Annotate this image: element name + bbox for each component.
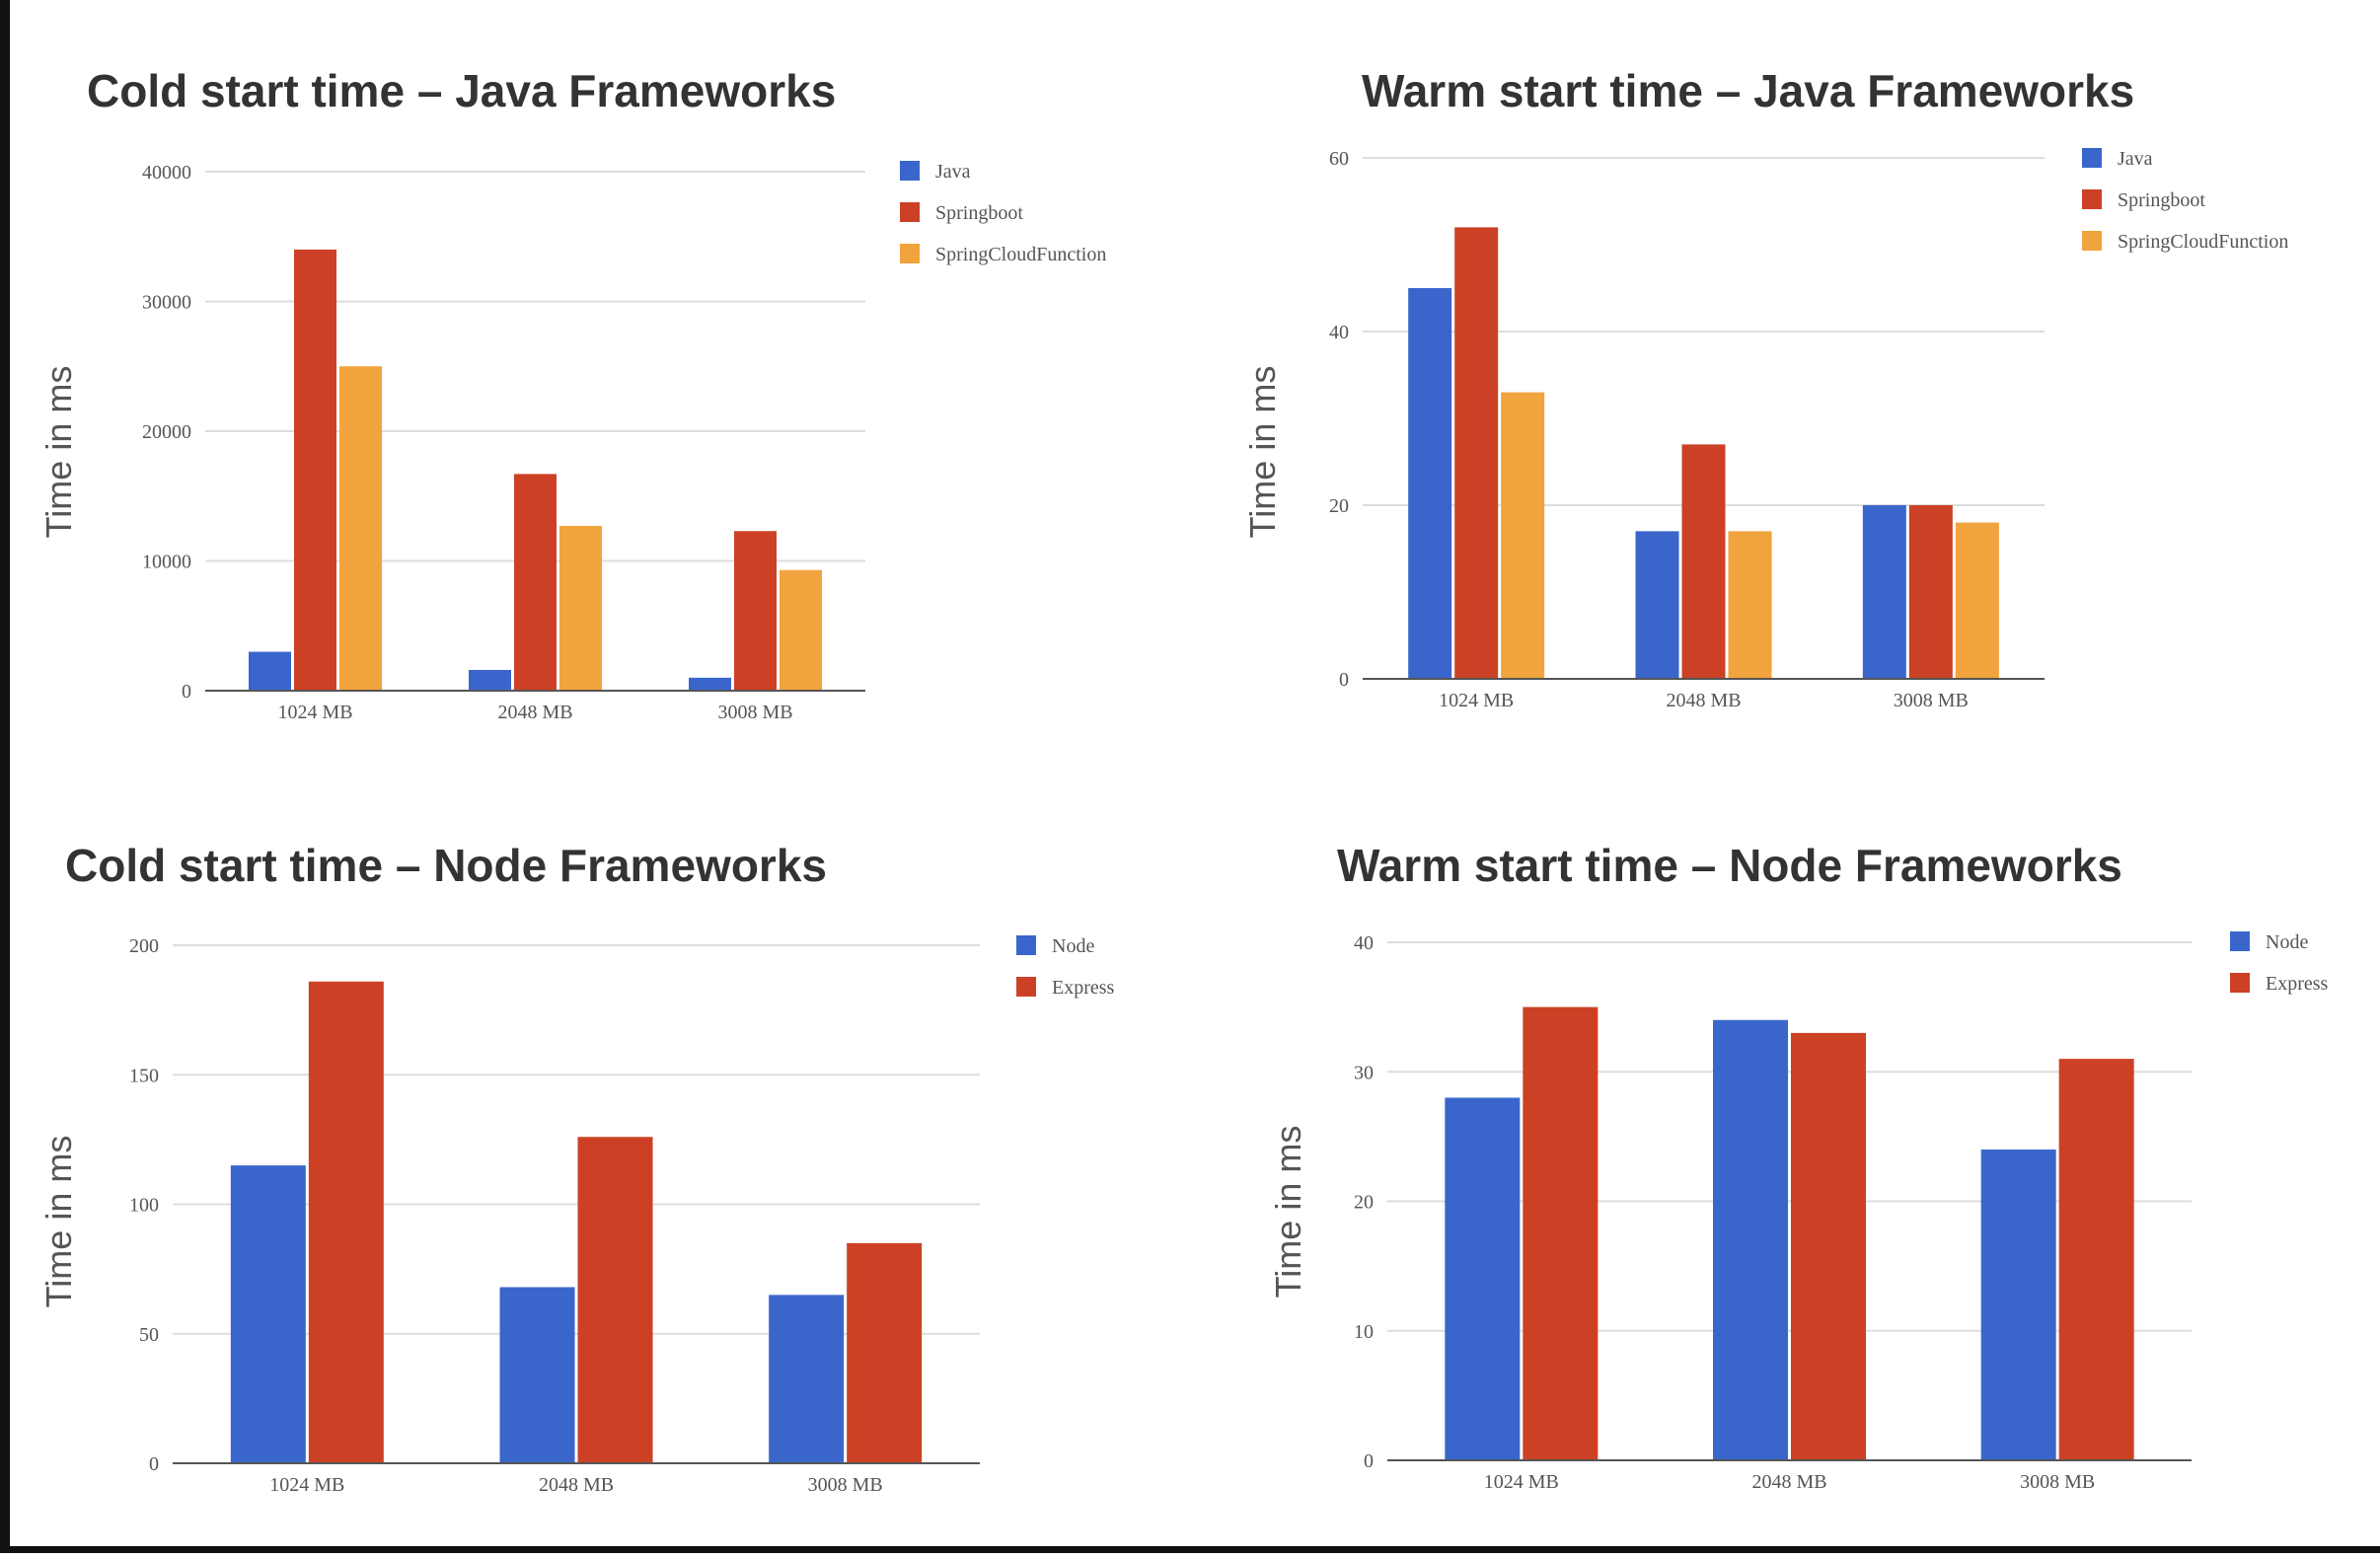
y-tick-label: 40000 xyxy=(142,162,191,184)
y-tick-label: 150 xyxy=(129,1065,159,1086)
bar-java-2048mb xyxy=(1635,531,1679,679)
bar-java-3008mb xyxy=(1862,505,1906,679)
y-tick-label: 40 xyxy=(1354,932,1374,954)
y-tick-label: 0 xyxy=(1339,669,1349,691)
chart-cold-java: Cold start time – Java Frameworks Time in… xyxy=(38,65,1106,723)
bar-node-1024mb xyxy=(230,1165,306,1463)
bar-java-2048mb xyxy=(469,669,511,691)
y-tick-label: 60 xyxy=(1329,148,1349,170)
legend-swatch xyxy=(900,161,920,181)
y-axis-label: Time in ms xyxy=(38,366,79,539)
x-tick-label: 1024 MB xyxy=(1484,1471,1559,1493)
legend-swatch xyxy=(2082,231,2102,251)
legend-swatch xyxy=(1016,977,1036,997)
legend-label: SpringCloudFunction xyxy=(2118,231,2288,253)
legend-label: Node xyxy=(1052,935,1094,957)
y-tick-label: 10 xyxy=(1354,1321,1374,1343)
bar-express-3008mb xyxy=(847,1242,923,1463)
legend-swatch xyxy=(900,202,920,222)
bar-springboot-3008mb xyxy=(734,531,777,691)
x-tick-label: 2048 MB xyxy=(497,702,572,723)
chart-title: Warm start time – Java Frameworks xyxy=(1362,65,2134,116)
y-tick-label: 10000 xyxy=(142,552,191,573)
bar-express-2048mb xyxy=(577,1137,653,1463)
bar-springcloudfunction-2048mb xyxy=(559,525,602,691)
x-tick-label: 1024 MB xyxy=(1439,690,1514,711)
bottom-border xyxy=(0,1546,2380,1553)
legend-label: Springboot xyxy=(2118,189,2205,211)
legend-swatch xyxy=(2082,148,2102,168)
chart-cold-node: Cold start time – Node Frameworks Time in… xyxy=(38,840,1115,1496)
y-tick-label: 0 xyxy=(149,1453,159,1475)
left-border xyxy=(0,0,10,1553)
bar-express-1024mb xyxy=(1523,1006,1599,1460)
y-tick-label: 40 xyxy=(1329,322,1349,343)
bar-springboot-2048mb xyxy=(1681,444,1726,679)
bar-springcloudfunction-1024mb xyxy=(1501,392,1545,679)
bar-express-1024mb xyxy=(308,981,384,1463)
y-tick-label: 20 xyxy=(1329,495,1349,517)
bar-springcloudfunction-1024mb xyxy=(339,366,382,691)
legend-label: SpringCloudFunction xyxy=(935,244,1106,265)
legend-swatch xyxy=(2082,189,2102,209)
y-tick-label: 50 xyxy=(139,1324,159,1346)
chart-title: Warm start time – Node Frameworks xyxy=(1337,840,2122,891)
bar-node-2048mb xyxy=(499,1287,575,1463)
y-tick-label: 30000 xyxy=(142,292,191,314)
x-tick-label: 2048 MB xyxy=(1751,1471,1826,1493)
legend-swatch xyxy=(1016,935,1036,955)
bar-express-2048mb xyxy=(1791,1032,1866,1460)
legend-label: Springboot xyxy=(935,202,1023,224)
bar-node-1024mb xyxy=(1445,1097,1521,1460)
x-tick-label: 1024 MB xyxy=(277,702,352,723)
bar-springboot-1024mb xyxy=(294,249,336,691)
bar-springcloudfunction-2048mb xyxy=(1728,531,1772,679)
y-tick-label: 20 xyxy=(1354,1192,1374,1214)
bar-springcloudfunction-3008mb xyxy=(780,569,822,691)
legend-swatch xyxy=(2230,973,2250,993)
bar-java-3008mb xyxy=(689,677,731,691)
bar-springcloudfunction-3008mb xyxy=(1955,522,1999,679)
y-tick-label: 0 xyxy=(1364,1450,1374,1472)
legend-label: Node xyxy=(2266,931,2308,953)
bar-springboot-1024mb xyxy=(1454,227,1499,679)
x-tick-label: 2048 MB xyxy=(539,1474,614,1496)
bar-express-3008mb xyxy=(2058,1059,2134,1460)
legend-label: Java xyxy=(2118,148,2153,170)
x-tick-label: 2048 MB xyxy=(1666,690,1741,711)
legend-label: Express xyxy=(2266,973,2329,995)
x-tick-label: 3008 MB xyxy=(1894,690,1969,711)
legend-swatch xyxy=(2230,931,2250,951)
legend-label: Java xyxy=(935,161,971,183)
bar-node-3008mb xyxy=(769,1295,845,1463)
y-axis-label: Time in ms xyxy=(1268,1126,1308,1298)
y-tick-label: 200 xyxy=(129,935,159,957)
legend-label: Express xyxy=(1052,977,1115,999)
chart-title: Cold start time – Node Frameworks xyxy=(65,840,827,891)
bar-node-2048mb xyxy=(1713,1019,1788,1460)
x-tick-label: 1024 MB xyxy=(269,1474,344,1496)
bar-java-1024mb xyxy=(249,651,291,691)
bar-springboot-2048mb xyxy=(514,474,557,691)
chart-warm-java: Warm start time – Java Frameworks Time in… xyxy=(1242,65,2288,711)
x-tick-label: 3008 MB xyxy=(2020,1471,2095,1493)
y-tick-label: 30 xyxy=(1354,1062,1374,1083)
y-tick-label: 20000 xyxy=(142,421,191,443)
y-axis-label: Time in ms xyxy=(38,1136,79,1308)
chart-title: Cold start time – Java Frameworks xyxy=(87,65,836,116)
bar-springboot-3008mb xyxy=(1908,505,1953,679)
x-tick-label: 3008 MB xyxy=(717,702,792,723)
bar-node-3008mb xyxy=(1980,1150,2056,1460)
y-tick-label: 0 xyxy=(182,681,191,703)
bar-java-1024mb xyxy=(1408,288,1452,679)
y-axis-label: Time in ms xyxy=(1242,366,1283,539)
y-tick-label: 100 xyxy=(129,1195,159,1217)
chart-warm-node: Warm start time – Node Frameworks Time in… xyxy=(1268,840,2329,1493)
x-tick-label: 3008 MB xyxy=(808,1474,883,1496)
legend-swatch xyxy=(900,244,920,263)
